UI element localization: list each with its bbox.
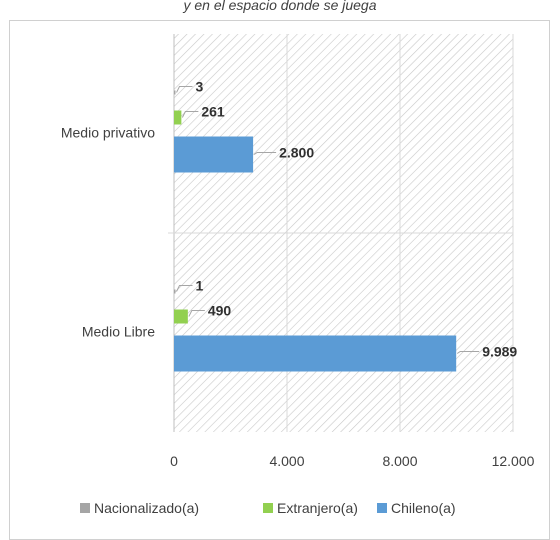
legend-label: Chileno(a): [391, 500, 456, 516]
label-leader: [181, 111, 199, 118]
category-label: Medio Libre: [82, 324, 155, 340]
label-leaders: [176, 86, 480, 354]
bars: [174, 90, 457, 372]
category-label: Medio privativo: [61, 125, 155, 141]
bar: [174, 335, 457, 372]
legend-label: Extranjero(a): [277, 500, 358, 516]
bar: [174, 309, 188, 324]
label-leader: [188, 310, 205, 317]
top-caption: y en el espacio donde se juega: [182, 0, 376, 13]
bar: [174, 110, 182, 125]
data-label: 1: [196, 278, 204, 294]
data-label: 9.989: [482, 344, 517, 360]
label-leader: [176, 285, 193, 292]
label-leader: [456, 351, 480, 354]
legend-swatch: [80, 503, 90, 513]
legend-swatch: [263, 503, 273, 513]
x-axis-tick-labels: 0 4.000 8.000 12.000: [170, 453, 535, 469]
bar: [174, 90, 176, 95]
legend-label: Nacionalizado(a): [94, 500, 199, 516]
label-leader: [176, 86, 193, 93]
label-leader: [253, 152, 277, 155]
category-labels: Medio privativo Medio Libre: [61, 125, 155, 340]
data-label: 2.800: [279, 145, 314, 161]
x-tick-label: 12.000: [492, 453, 535, 469]
x-tick-label: 4.000: [269, 453, 304, 469]
x-tick-label: 8.000: [382, 453, 417, 469]
x-tick-label: 0: [170, 453, 178, 469]
bar: [174, 136, 254, 173]
legend: Nacionalizado(a) Extranjero(a) Chileno(a): [80, 500, 456, 516]
data-label: 490: [208, 303, 232, 319]
legend-swatch: [377, 503, 387, 513]
data-label: 3: [196, 79, 204, 95]
data-label: 261: [201, 104, 225, 120]
bar: [174, 289, 176, 294]
